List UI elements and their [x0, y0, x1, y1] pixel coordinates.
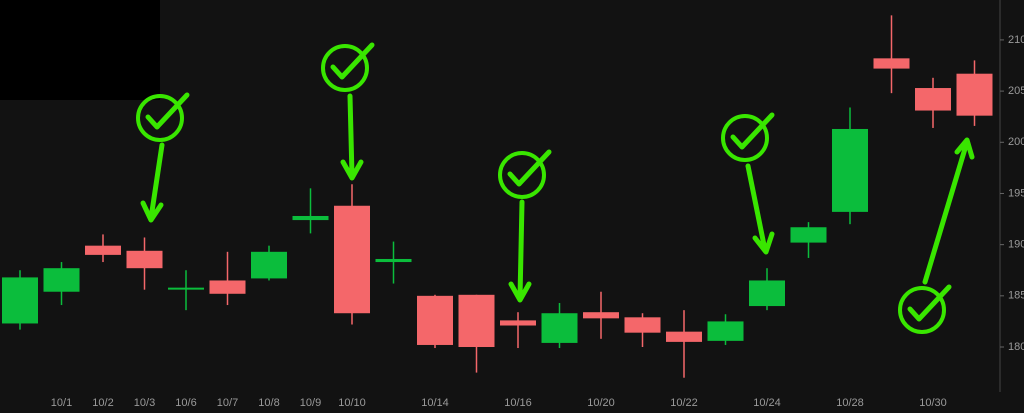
- x-tick-label: 10/1: [51, 397, 72, 409]
- candle-body: [624, 317, 661, 333]
- candle-body: [500, 320, 536, 326]
- x-tick-label: 10/9: [300, 397, 321, 409]
- candle-body: [583, 312, 619, 319]
- candle-body: [832, 128, 868, 212]
- corner-panel: [0, 0, 160, 100]
- candle-body: [292, 215, 329, 221]
- candle-body: [209, 280, 246, 294]
- x-tick-label: 10/6: [175, 397, 196, 409]
- candle-body: [790, 227, 827, 243]
- check-annotation: [498, 149, 552, 303]
- x-tick-label: 10/8: [258, 397, 279, 409]
- candle-body: [2, 277, 38, 324]
- y-tick-label: 200: [1008, 136, 1024, 148]
- check-annotation: [321, 42, 375, 181]
- y-tick-label: 180: [1008, 341, 1024, 353]
- x-tick-label: 10/22: [670, 397, 698, 409]
- y-tick-label: 185: [1008, 290, 1024, 302]
- x-tick-label: 10/16: [504, 397, 532, 409]
- x-tick-label: 10/10: [338, 397, 366, 409]
- x-tick-label: 10/20: [587, 397, 615, 409]
- y-tick-label: 195: [1008, 187, 1024, 199]
- candle-body: [707, 321, 744, 341]
- check-annotation: [898, 137, 975, 334]
- x-tick-label: 10/14: [421, 397, 449, 409]
- candle-body: [915, 88, 951, 111]
- candle-body: [417, 295, 453, 345]
- x-tick-label: 10/24: [753, 397, 781, 409]
- y-tick-label: 205: [1008, 85, 1024, 97]
- x-tick-label: 10/28: [836, 397, 864, 409]
- candle-body: [334, 205, 370, 314]
- candle-body: [251, 251, 287, 279]
- candle-body: [375, 258, 412, 263]
- candle-body: [168, 287, 204, 290]
- x-tick-label: 10/7: [217, 397, 238, 409]
- plot: 180 185 190 195 200 205 210 10/1 10/2 10/3 10/6 10/…: [2, 15, 1024, 409]
- y-tick-label: 190: [1008, 239, 1024, 251]
- check-annotation: [136, 92, 190, 223]
- candle-body: [956, 73, 993, 116]
- candle-body: [126, 250, 163, 269]
- candle-body: [873, 58, 910, 69]
- candle-body: [85, 245, 121, 255]
- candle-body: [458, 294, 495, 348]
- annotations: [136, 42, 975, 334]
- candle-body: [43, 268, 80, 292]
- candle-body: [541, 313, 578, 343]
- candle-body: [666, 331, 702, 342]
- candle-body: [749, 280, 785, 307]
- x-tick-label: 10/2: [92, 397, 113, 409]
- y-tick-label: 210: [1008, 34, 1024, 46]
- check-annotation: [721, 112, 775, 255]
- x-tick-label: 10/30: [919, 397, 947, 409]
- x-tick-label: 10/3: [134, 397, 155, 409]
